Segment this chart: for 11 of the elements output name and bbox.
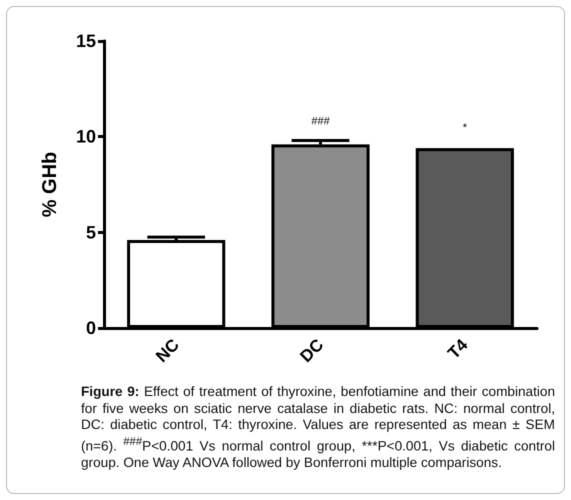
- y-tick-label: 10: [76, 126, 96, 147]
- annotation: *: [462, 122, 468, 134]
- y-tick-label: 15: [76, 31, 96, 51]
- caption: Figure 9: Effect of treatment of thyroxine, benfotiamine and their combination for five weeks on sciatic nerve catalase in diabetic rats. NC: normal control, DC: diabetic control, T4: thyroxine. Values are represented as mean ± SEM (n=6). $^{###}$P<0.001 Vs normal control group, ***P<0.001, Vs diabetic control group. One Way ANOVA followed by Bonferroni multiple comparisons.: [81, 384, 556, 472]
- x-tick-label: DC: [296, 335, 328, 366]
- x-tick-label: NC: [152, 335, 183, 366]
- y-axis-title: % GHb: [39, 152, 61, 218]
- x-tick-label: T4: [444, 334, 472, 363]
- annotation: ###: [311, 115, 331, 128]
- y-tick-label: 5: [86, 222, 96, 242]
- y-tick-label: 0: [86, 318, 96, 338]
